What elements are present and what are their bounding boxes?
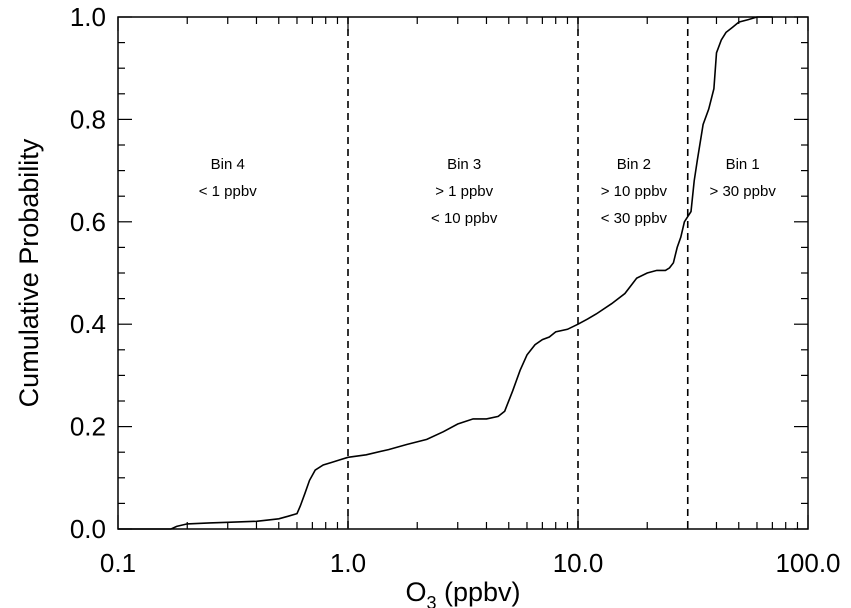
x-tick-label: 1.0 — [330, 548, 366, 578]
bin-label-line: Bin 3 — [447, 156, 481, 173]
y-tick-label: 1.0 — [70, 2, 106, 32]
bin-label-line: > 1 ppbv — [435, 183, 493, 200]
y-axis-title: Cumulative Probability — [14, 138, 44, 407]
y-tick-label: 0.2 — [70, 412, 106, 442]
y-tick-label: 0.0 — [70, 514, 106, 544]
bin-label-line: > 10 ppbv — [601, 183, 668, 200]
x-tick-label: 0.1 — [100, 548, 136, 578]
bin-label-line: Bin 2 — [617, 156, 651, 173]
tick-labels: 0.1 1.0 10.0 100.0 0.0 0.2 0.4 0.6 0.8 1.0 — [70, 2, 841, 578]
cdf-line-0 — [118, 17, 772, 529]
bin-label-line: < 10 ppbv — [431, 210, 498, 227]
axis-ticks — [118, 17, 808, 529]
x-axis-title: O3 (ppbv) — [405, 577, 520, 608]
y-tick-label: 0.4 — [70, 309, 106, 339]
threshold-lines — [348, 17, 688, 529]
cdf-curve-layer — [118, 17, 772, 529]
plot-frame — [118, 17, 808, 529]
x-axis-title-main: O — [405, 577, 426, 607]
bin-label-line: Bin 1 — [726, 156, 760, 173]
bin-label-line: < 1 ppbv — [199, 183, 257, 200]
y-tick-label: 0.6 — [70, 207, 106, 237]
bin-label-line: < 30 ppbv — [601, 210, 668, 227]
x-tick-label: 10.0 — [553, 548, 604, 578]
x-tick-label: 100.0 — [775, 548, 840, 578]
x-axis-title-suffix: (ppbv) — [436, 577, 520, 607]
x-axis-title-subscript: 3 — [426, 593, 436, 608]
bin-region-labels: Bin 4 < 1 ppbv Bin 3 > 1 ppbv < 10 ppbv Bin 2… — [199, 156, 777, 227]
bin-label-line: Bin 4 — [211, 156, 245, 173]
y-tick-label: 0.8 — [70, 104, 106, 134]
bin-label-line: > 30 ppbv — [710, 183, 777, 200]
